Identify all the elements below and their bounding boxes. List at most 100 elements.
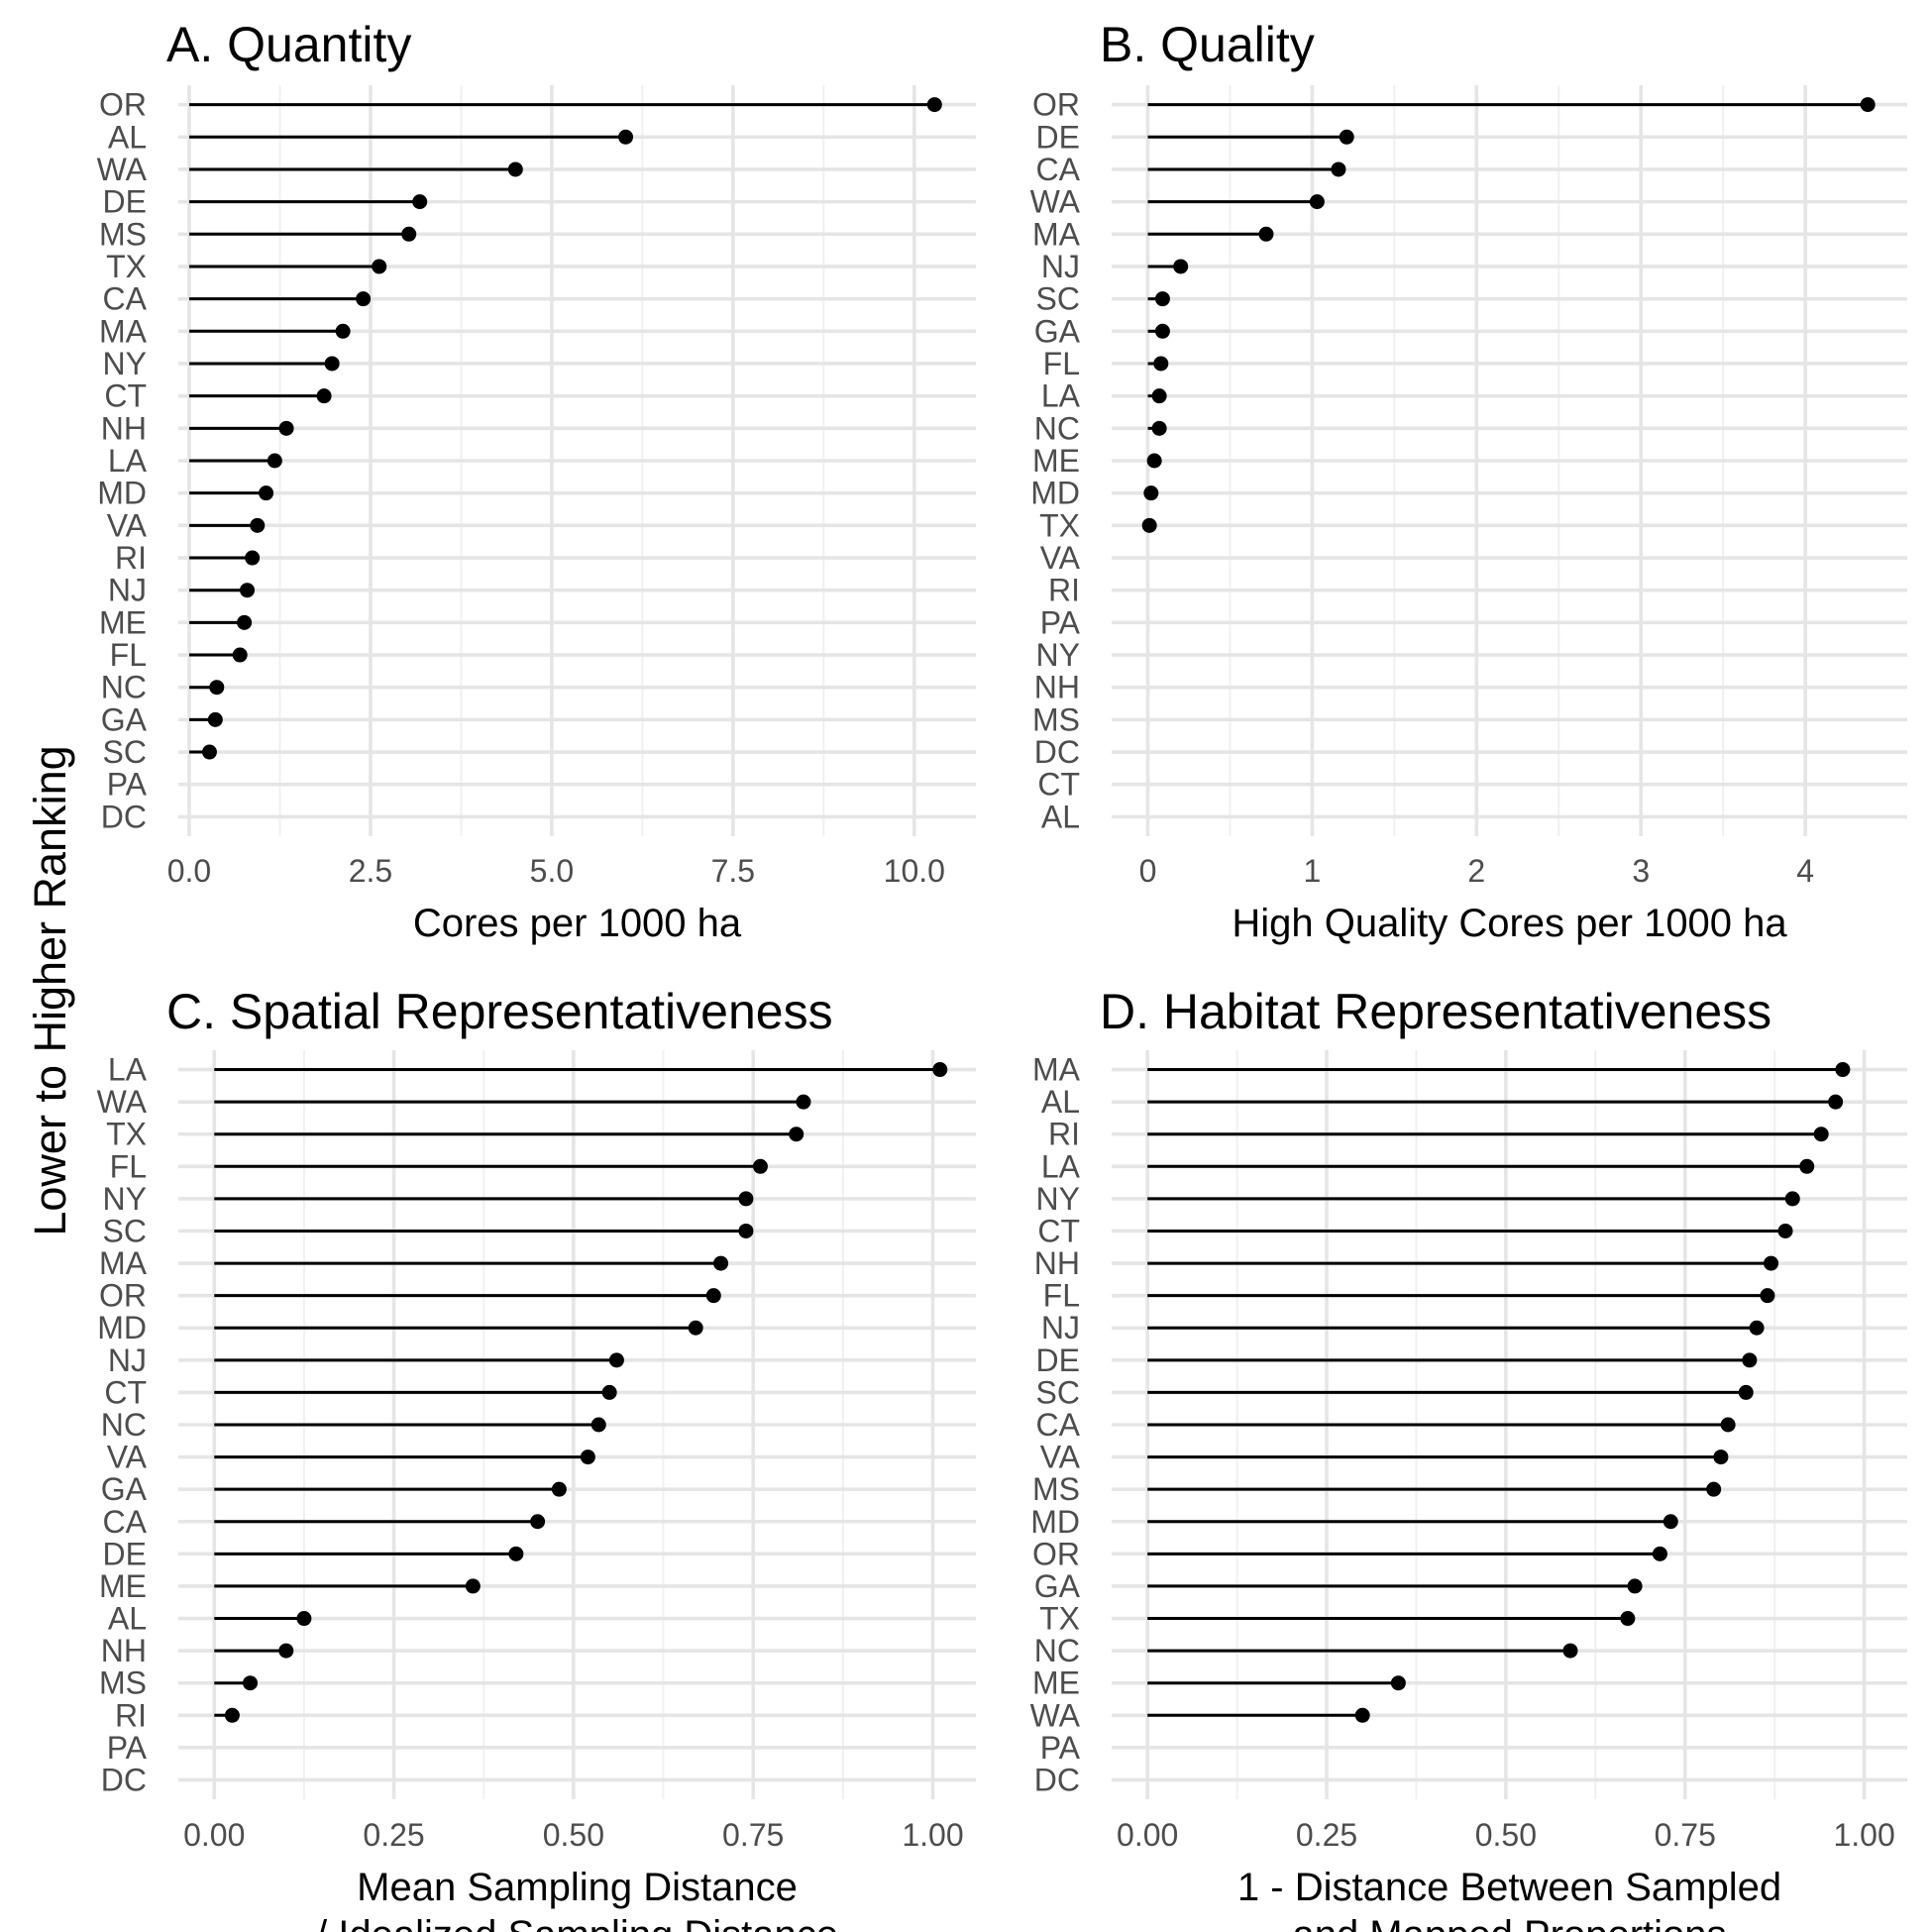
lollipop-point bbox=[316, 388, 332, 404]
category-label: RI bbox=[115, 540, 147, 576]
category-label: NC bbox=[1034, 410, 1080, 446]
lollipop-point bbox=[618, 129, 634, 145]
category-label: CA bbox=[1036, 1407, 1081, 1443]
category-label: VA bbox=[1040, 1440, 1081, 1475]
category-label: CT bbox=[104, 1374, 147, 1410]
lollipop-point bbox=[1143, 485, 1159, 501]
category-label: CT bbox=[1037, 767, 1080, 803]
x-tick-label: 2.5 bbox=[349, 853, 392, 889]
category-label: OR bbox=[99, 1278, 147, 1314]
category-label: DC bbox=[101, 799, 147, 834]
lollipop-point bbox=[278, 1643, 294, 1659]
x-tick-label: 5.0 bbox=[530, 853, 574, 889]
category-label: PA bbox=[1040, 1730, 1081, 1766]
x-axis-label: High Quality Cores per 1000 ha bbox=[1232, 902, 1787, 945]
x-tick-label: 0.25 bbox=[363, 1817, 424, 1853]
lollipop-point bbox=[296, 1611, 312, 1627]
lollipop-point bbox=[1627, 1578, 1643, 1594]
lollipop-point bbox=[237, 614, 253, 630]
category-label: SC bbox=[103, 734, 147, 770]
x-tick-label: 0.00 bbox=[1117, 1817, 1178, 1853]
category-label: NH bbox=[101, 1633, 147, 1668]
category-label: FL bbox=[110, 637, 147, 673]
category-label: TX bbox=[1039, 507, 1080, 543]
category-label: DC bbox=[1034, 1762, 1080, 1797]
category-label: GA bbox=[1034, 313, 1081, 349]
lollipop-point bbox=[1663, 1514, 1678, 1530]
lollipop-point bbox=[507, 161, 523, 177]
x-tick-label: 0.50 bbox=[543, 1817, 604, 1853]
panel-title: B. Quality bbox=[1100, 17, 1315, 72]
lollipop-point bbox=[1813, 1127, 1829, 1142]
category-label: MD bbox=[97, 476, 147, 511]
category-label: GA bbox=[101, 701, 148, 737]
lollipop-point bbox=[259, 485, 274, 501]
x-tick-label: 0.50 bbox=[1475, 1817, 1537, 1853]
x-tick-label: 0 bbox=[1139, 853, 1157, 889]
category-label: VA bbox=[107, 507, 148, 543]
category-label: DC bbox=[1034, 734, 1080, 770]
lollipop-point bbox=[1777, 1223, 1793, 1238]
category-label: TX bbox=[106, 249, 147, 284]
category-label: DE bbox=[103, 1536, 147, 1571]
lollipop-point bbox=[372, 259, 387, 274]
category-label: CA bbox=[103, 1504, 148, 1540]
category-label: MS bbox=[1032, 701, 1080, 737]
category-label: MA bbox=[99, 1245, 148, 1281]
lollipop-point bbox=[738, 1191, 754, 1207]
lollipop-point bbox=[267, 453, 282, 469]
lollipop-point bbox=[1713, 1449, 1729, 1465]
x-tick-label: 1 bbox=[1304, 853, 1322, 889]
category-label: CA bbox=[103, 281, 148, 317]
lollipop-point bbox=[1151, 420, 1167, 436]
lollipop-point bbox=[1339, 129, 1354, 145]
lollipop-point bbox=[209, 680, 225, 696]
x-tick-label: 4 bbox=[1796, 853, 1814, 889]
lollipop-point bbox=[1742, 1352, 1758, 1368]
lollipop-point bbox=[1760, 1288, 1775, 1304]
lollipop-point bbox=[324, 356, 340, 372]
category-label: GA bbox=[101, 1471, 148, 1507]
lollipop-point bbox=[1784, 1191, 1800, 1207]
lollipop-point bbox=[580, 1449, 595, 1465]
category-label: MS bbox=[99, 1665, 147, 1701]
category-label: NH bbox=[1034, 1245, 1080, 1281]
category-label: MS bbox=[1032, 1471, 1080, 1507]
x-tick-label: 7.5 bbox=[711, 853, 755, 889]
x-axis-label: Mean Sampling Distance bbox=[357, 1866, 798, 1909]
category-label: VA bbox=[107, 1440, 148, 1475]
lollipop-point bbox=[278, 420, 294, 436]
x-tick-label: 10.0 bbox=[884, 853, 945, 889]
category-label: NY bbox=[1036, 637, 1080, 673]
category-label: MA bbox=[1032, 216, 1081, 252]
panel-title: C. Spatial Representativeness bbox=[166, 984, 833, 1039]
lollipop-point bbox=[1390, 1675, 1406, 1691]
category-label: NJ bbox=[108, 573, 147, 608]
category-label: PA bbox=[1040, 604, 1081, 640]
category-label: TX bbox=[1039, 1601, 1080, 1637]
category-label: WA bbox=[1030, 1697, 1081, 1733]
category-label: NC bbox=[101, 1407, 147, 1443]
category-label: ME bbox=[1032, 443, 1080, 479]
category-label: VA bbox=[1040, 540, 1081, 576]
lollipop-point bbox=[1141, 517, 1157, 533]
category-label: AL bbox=[1041, 1084, 1080, 1120]
category-label: NH bbox=[1034, 670, 1080, 705]
lollipop-point bbox=[250, 517, 266, 533]
category-label: LA bbox=[108, 443, 148, 479]
lollipop-point bbox=[752, 1158, 768, 1174]
category-label: WA bbox=[1030, 184, 1081, 220]
category-label: MD bbox=[97, 1310, 147, 1345]
lollipop-point bbox=[1764, 1255, 1779, 1271]
lollipop-point bbox=[1835, 1062, 1851, 1078]
lollipop-point bbox=[1620, 1611, 1636, 1627]
category-label: FL bbox=[1043, 1278, 1080, 1314]
x-tick-label: 3 bbox=[1632, 853, 1650, 889]
lollipop-point bbox=[932, 1062, 948, 1078]
category-label: SC bbox=[1036, 281, 1080, 317]
lollipop-point bbox=[201, 744, 217, 760]
category-label: ME bbox=[99, 1568, 147, 1604]
lollipop-point bbox=[1720, 1417, 1736, 1433]
lollipop-point bbox=[796, 1094, 811, 1110]
